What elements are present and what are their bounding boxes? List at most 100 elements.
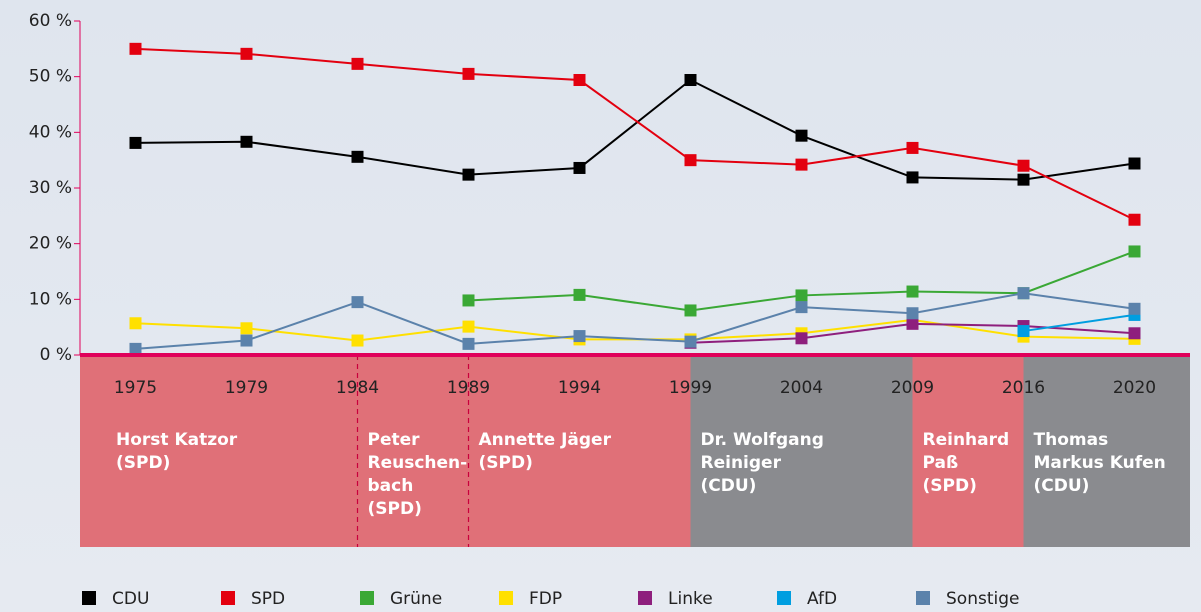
- x-tick-label: 2009: [891, 378, 934, 398]
- legend-label: FDP: [529, 589, 562, 609]
- data-point: [462, 294, 475, 307]
- data-point: [129, 42, 142, 55]
- mayor-name: (SPD): [116, 453, 170, 473]
- data-point: [351, 334, 364, 347]
- data-point: [240, 47, 253, 60]
- series-line: [1023, 313, 1135, 333]
- y-tick-label: 10 %: [29, 289, 72, 309]
- data-point: [129, 317, 142, 330]
- mayor-name: Peter: [368, 430, 421, 450]
- mayor-name: Reiniger: [701, 453, 782, 473]
- legend-label: Grüne: [390, 589, 442, 609]
- data-point: [795, 332, 808, 345]
- legend-label: SPD: [251, 589, 285, 609]
- legend-label: Linke: [668, 589, 713, 609]
- mayor-name: Dr. Wolfgang: [701, 430, 824, 450]
- x-tick-label: 2020: [1113, 378, 1156, 398]
- data-point: [795, 301, 808, 314]
- data-point: [462, 320, 475, 333]
- series-line: [135, 47, 1135, 221]
- data-point: [462, 67, 475, 80]
- y-tick-label: 30 %: [29, 178, 72, 198]
- data-point: [462, 337, 475, 350]
- mayor-name: Annette Jäger: [479, 430, 612, 450]
- data-point: [795, 289, 808, 302]
- mayor-name: (CDU): [701, 476, 757, 496]
- mayor-band: [912, 355, 1024, 547]
- data-point: [1128, 327, 1141, 340]
- series-line: [135, 292, 1135, 350]
- data-point: [795, 129, 808, 142]
- data-point: [573, 330, 586, 343]
- mayor-name: (SPD): [479, 453, 533, 473]
- data-point: [1017, 287, 1030, 300]
- mayor-name: Horst Katzor: [116, 430, 238, 450]
- mayor-band: [468, 355, 691, 547]
- mayor-name: Thomas: [1034, 430, 1109, 450]
- x-tick-label: 1994: [558, 378, 601, 398]
- data-point: [351, 296, 364, 309]
- data-point: [573, 288, 586, 301]
- mayor-name: Reinhard: [923, 430, 1010, 450]
- legend-swatch: [916, 591, 930, 605]
- legend-label: AfD: [807, 589, 837, 609]
- data-point: [1017, 325, 1030, 338]
- mayor-band: [690, 355, 913, 547]
- data-point: [906, 285, 919, 298]
- data-point: [351, 57, 364, 70]
- data-point: [795, 158, 808, 171]
- y-tick-label: 0 %: [40, 345, 72, 365]
- data-point: [1128, 302, 1141, 315]
- x-tick-label: 1975: [114, 378, 157, 398]
- data-point: [906, 307, 919, 320]
- mayor-name: Markus Kufen: [1034, 453, 1166, 473]
- legend-swatch: [82, 591, 96, 605]
- data-point: [129, 136, 142, 149]
- data-point: [684, 335, 697, 348]
- legend-swatch: [221, 591, 235, 605]
- legend-swatch: [638, 591, 652, 605]
- mayor-name: bach: [368, 476, 414, 496]
- legend-swatch: [499, 591, 513, 605]
- x-tick-label: 1979: [225, 378, 268, 398]
- y-tick-label: 50 %: [29, 67, 72, 87]
- data-point: [1128, 245, 1141, 258]
- x-tick-label: 1999: [669, 378, 712, 398]
- mayor-name: (CDU): [1034, 476, 1090, 496]
- data-point: [1017, 173, 1030, 186]
- mayor-name: Paß: [923, 453, 959, 473]
- y-tick-label: 40 %: [29, 122, 72, 142]
- data-point: [684, 304, 697, 317]
- data-point: [240, 135, 253, 148]
- data-point: [1128, 213, 1141, 226]
- mayor-band: [80, 355, 358, 547]
- data-point: [573, 74, 586, 87]
- data-point: [1017, 159, 1030, 172]
- data-point: [240, 322, 253, 335]
- data-point: [573, 161, 586, 174]
- data-point: [240, 334, 253, 347]
- data-point: [1128, 157, 1141, 170]
- data-point: [129, 342, 142, 355]
- mayor-name: Reuschen-: [368, 453, 468, 473]
- data-point: [351, 150, 364, 163]
- mayor-name: (SPD): [368, 499, 422, 519]
- y-tick-label: 20 %: [29, 234, 72, 254]
- data-point: [906, 317, 919, 330]
- series-line: [135, 78, 1135, 181]
- mayor-band: [1023, 355, 1190, 547]
- data-point: [684, 74, 697, 87]
- x-tick-label: 1989: [447, 378, 490, 398]
- x-tick-label: 1984: [336, 378, 379, 398]
- legend-label: CDU: [112, 589, 149, 609]
- data-point: [906, 171, 919, 184]
- mayor-name: (SPD): [923, 476, 977, 496]
- legend-swatch: [777, 591, 791, 605]
- x-tick-label: 2016: [1002, 378, 1045, 398]
- legend-swatch: [360, 591, 374, 605]
- data-point: [906, 141, 919, 154]
- legend-label: Sonstige: [946, 589, 1019, 609]
- y-tick-label: 60 %: [29, 11, 72, 31]
- data-point: [684, 154, 697, 167]
